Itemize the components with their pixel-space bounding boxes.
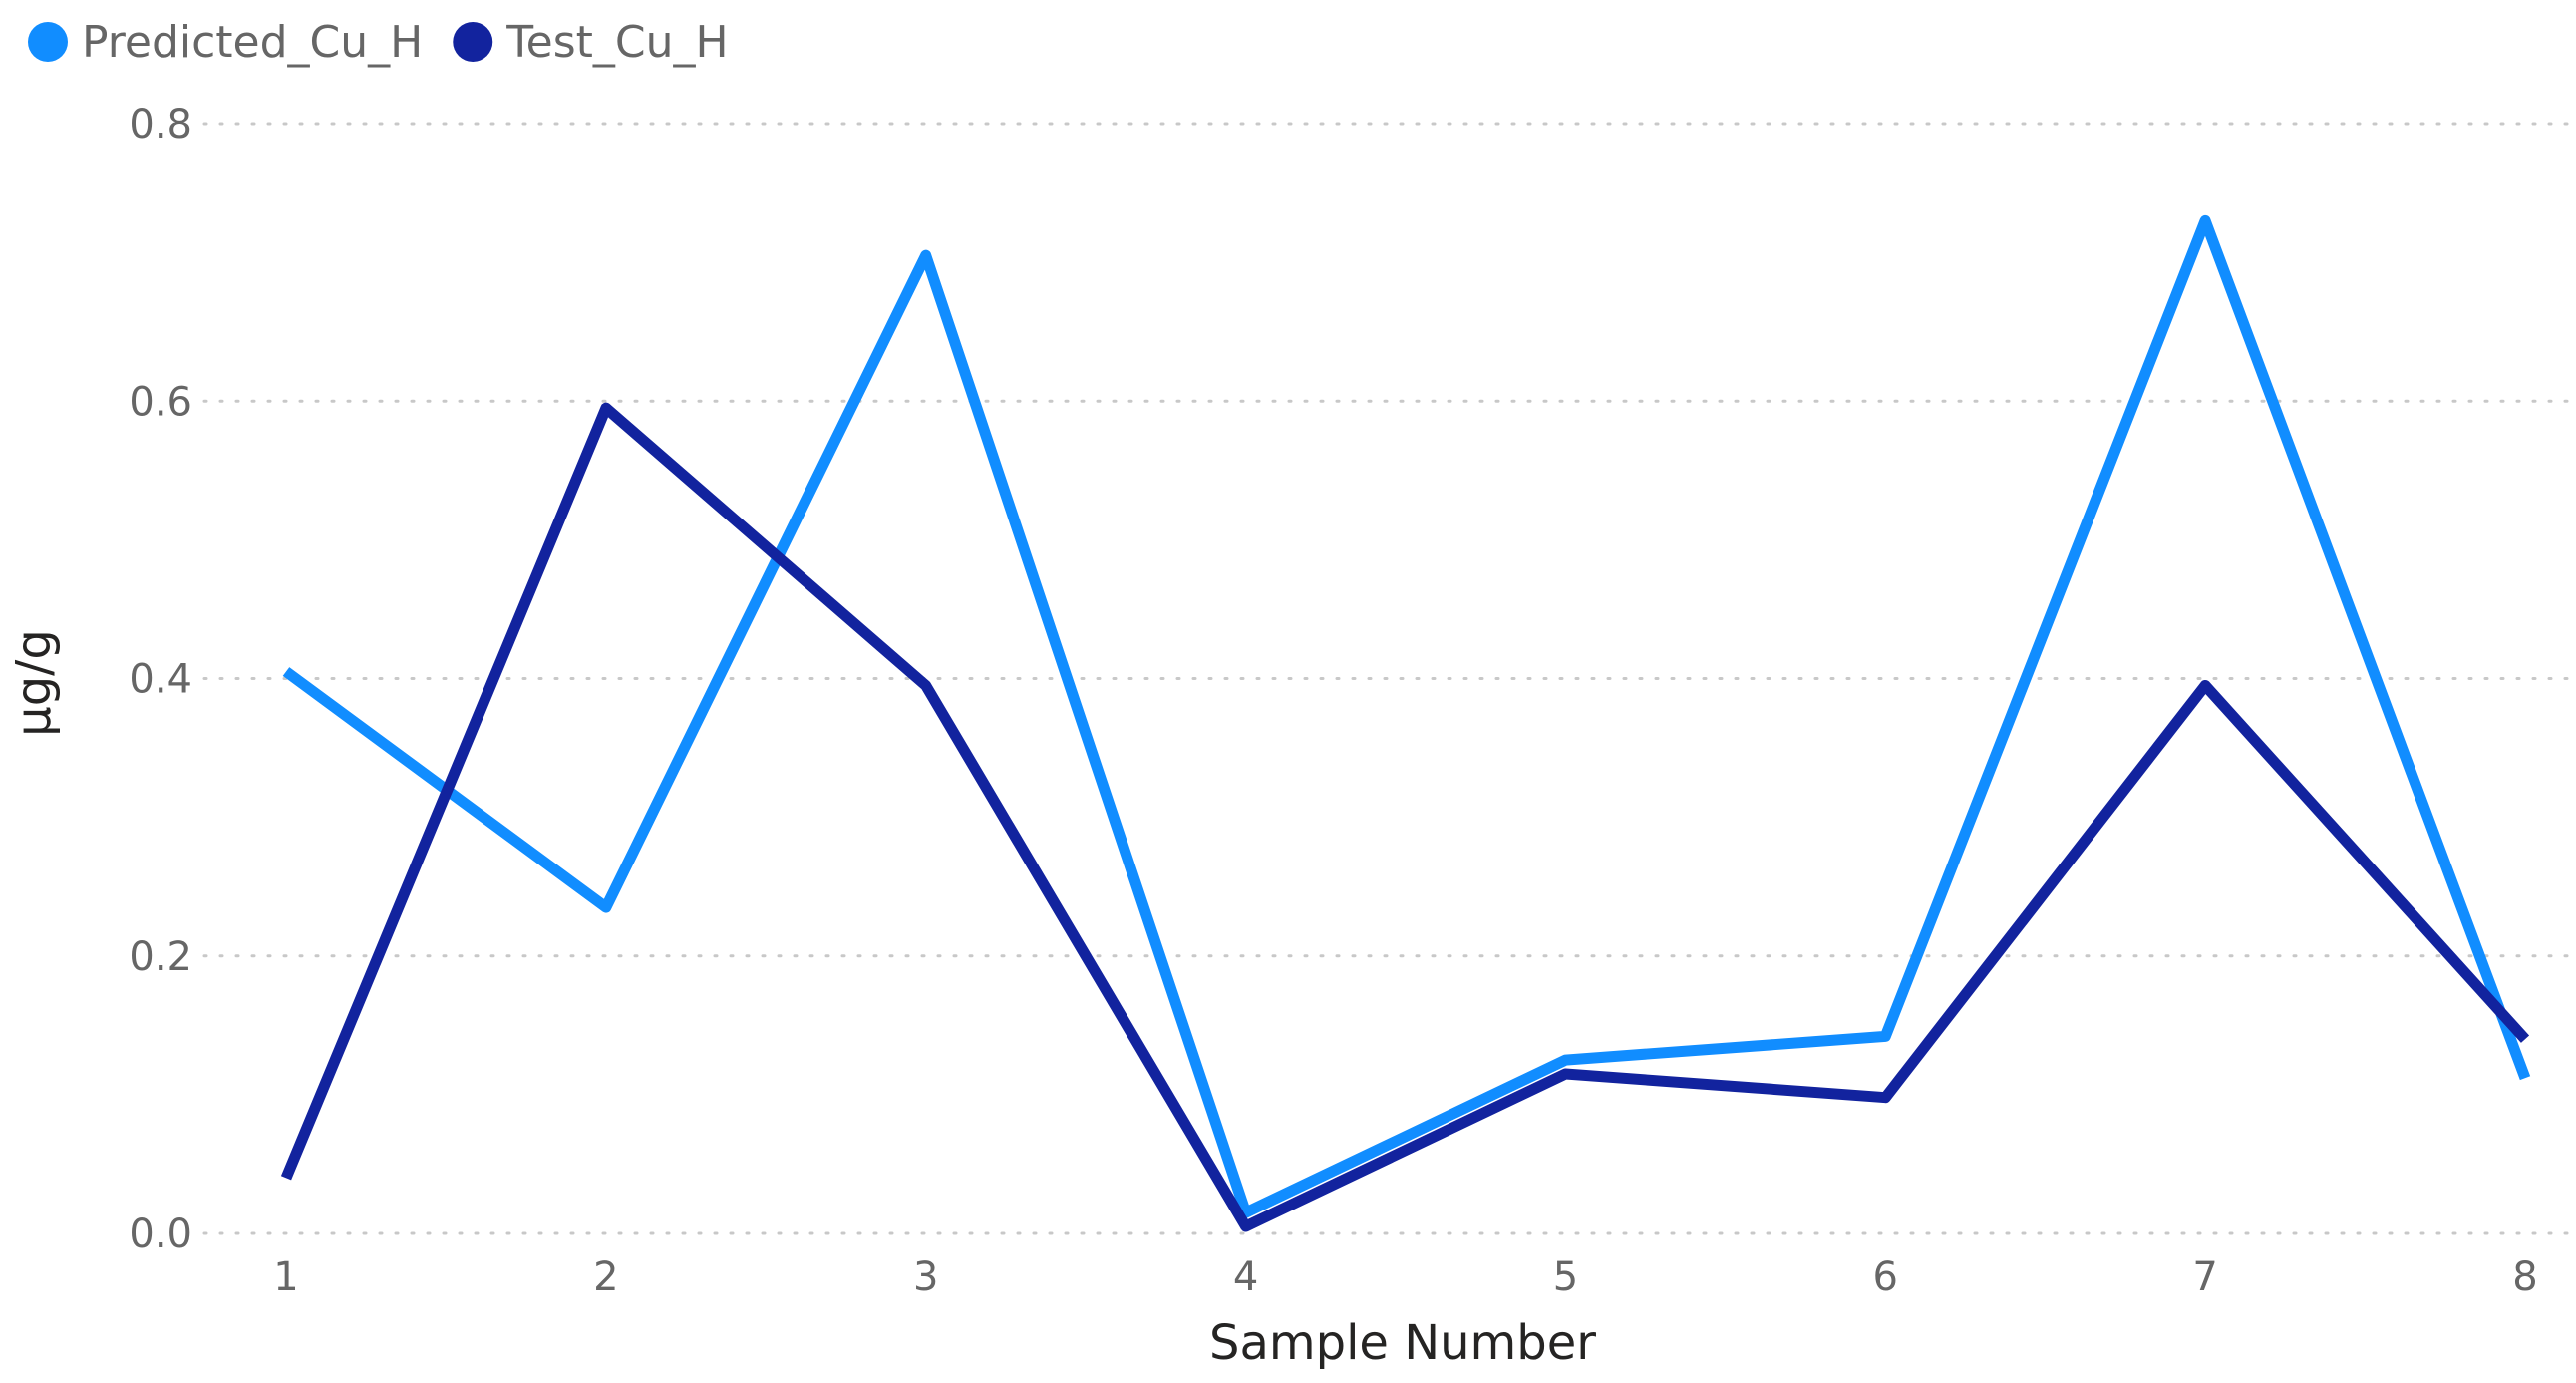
legend-label: Predicted_Cu_H xyxy=(82,17,423,68)
series-line-test-cu-h xyxy=(280,402,2530,1232)
y-tick-label: 0.8 xyxy=(129,102,192,148)
x-tick-label: 8 xyxy=(2512,1254,2537,1300)
gridlines xyxy=(202,122,2569,1235)
x-tick-label: 7 xyxy=(2192,1254,2217,1300)
y-axis-ticks: 0.0 0.2 0.4 0.6 0.8 xyxy=(129,102,192,1257)
x-tick-label: 2 xyxy=(593,1254,618,1300)
series-line-predicted-cu-h xyxy=(282,214,2531,1218)
y-axis-title: µg/g xyxy=(6,629,62,737)
y-tick-label: 0.6 xyxy=(129,379,192,425)
legend-marker xyxy=(453,22,493,62)
x-tick-label: 1 xyxy=(273,1254,298,1300)
x-tick-label: 5 xyxy=(1553,1254,1578,1300)
x-axis-title: Sample Number xyxy=(1209,1315,1596,1371)
x-tick-label: 6 xyxy=(1873,1254,1898,1300)
x-tick-label: 3 xyxy=(913,1254,938,1300)
legend-marker xyxy=(28,22,68,62)
legend: Predicted_Cu_H Test_Cu_H xyxy=(28,17,729,68)
legend-label: Test_Cu_H xyxy=(505,17,728,68)
y-tick-label: 0.4 xyxy=(129,657,192,703)
y-tick-label: 0.0 xyxy=(129,1211,192,1257)
y-tick-label: 0.2 xyxy=(129,934,192,980)
series-lines xyxy=(280,214,2531,1232)
x-axis-ticks: 1 2 3 4 5 6 7 8 xyxy=(273,1254,2537,1300)
x-tick-label: 4 xyxy=(1233,1254,1258,1300)
